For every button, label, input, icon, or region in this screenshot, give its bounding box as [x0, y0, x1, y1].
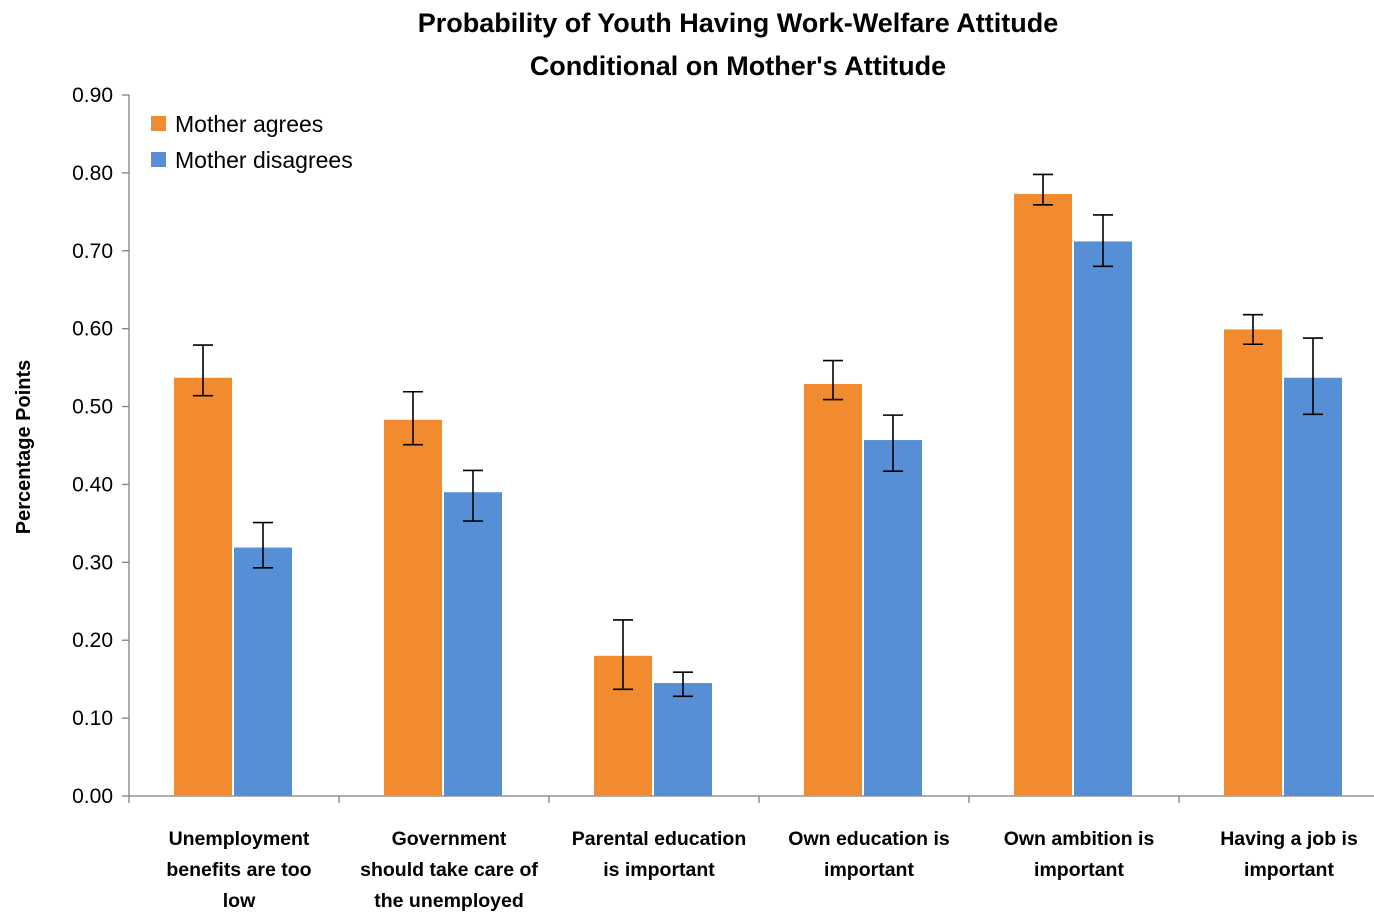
chart-title-line-1: Probability of Youth Having Work-Welfare…: [418, 8, 1059, 38]
category-label: important: [1034, 859, 1124, 881]
error-bar: [823, 359, 843, 401]
bar-mother-disagrees: [654, 683, 712, 796]
error-bar: [1093, 214, 1113, 268]
error-bar: [463, 469, 483, 522]
bars: [174, 193, 1342, 797]
category-label: Government: [392, 828, 507, 850]
legend-swatch: [151, 116, 166, 131]
bar-mother-agrees: [804, 383, 862, 796]
y-tick-label: 0.70: [72, 240, 113, 263]
bar-mother-disagrees: [1284, 377, 1342, 796]
error-bar: [883, 414, 903, 473]
error-bar: [1303, 337, 1323, 416]
category-label: Own ambition is: [1004, 828, 1155, 850]
error-bar: [1033, 173, 1053, 206]
error-bars: [193, 173, 1323, 698]
bar-mother-disagrees: [444, 492, 502, 796]
legend-label: Mother disagrees: [175, 147, 353, 173]
error-bar: [253, 521, 273, 569]
y-tick-label: 0.40: [72, 473, 113, 496]
category-label: Parental education: [572, 828, 746, 850]
legend-label: Mother agrees: [175, 111, 323, 137]
bar-mother-disagrees: [1074, 241, 1132, 797]
y-tick-label: 0.50: [72, 396, 113, 419]
error-bar: [193, 344, 213, 397]
error-bar: [1243, 313, 1263, 346]
category-label: important: [1244, 859, 1334, 881]
axes: 0.00 0.10 0.20 0.30 0.40 0.50 0.60 0.70 0.80 0.90: [72, 84, 1374, 808]
legend-swatch: [151, 152, 166, 167]
y-tick-label: 0.90: [72, 84, 113, 107]
error-bar: [613, 619, 633, 691]
y-axis-label: Percentage Points: [13, 360, 35, 535]
y-tick-label: 0.60: [72, 318, 113, 341]
bar-mother-agrees: [174, 377, 232, 796]
y-tick-label: 0.30: [72, 551, 113, 574]
category-label: is important: [603, 859, 715, 881]
legend: Mother agrees Mother disagrees: [151, 111, 353, 173]
category-label: low: [223, 890, 256, 912]
category-labels: Unemployment benefits are too low Governmen…: [166, 828, 1358, 912]
y-tick-label: 0.80: [72, 162, 113, 185]
chart-title: Probability of Youth Having Work-Welfare…: [418, 8, 1059, 81]
chart-title-line-2: Conditional on Mother's Attitude: [530, 51, 946, 81]
y-tick-label: 0.00: [72, 785, 113, 808]
bar-mother-agrees: [384, 419, 442, 796]
error-bar: [673, 671, 693, 698]
bar-mother-agrees: [1014, 193, 1072, 796]
y-tick-label: 0.20: [72, 629, 113, 652]
category-label: Having a job is: [1220, 828, 1358, 850]
category-label: important: [824, 859, 914, 881]
category-label: benefits are too: [166, 859, 311, 881]
bar-mother-disagrees: [234, 547, 292, 796]
category-label: the unemployed: [374, 890, 524, 912]
category-label: should take care of: [360, 859, 538, 881]
category-label: Unemployment: [169, 828, 310, 850]
error-bar: [403, 390, 423, 446]
category-label: Own education is: [788, 828, 950, 850]
bar-mother-agrees: [1224, 329, 1282, 796]
bar-mother-disagrees: [864, 440, 922, 796]
y-tick-label: 0.10: [72, 707, 113, 730]
